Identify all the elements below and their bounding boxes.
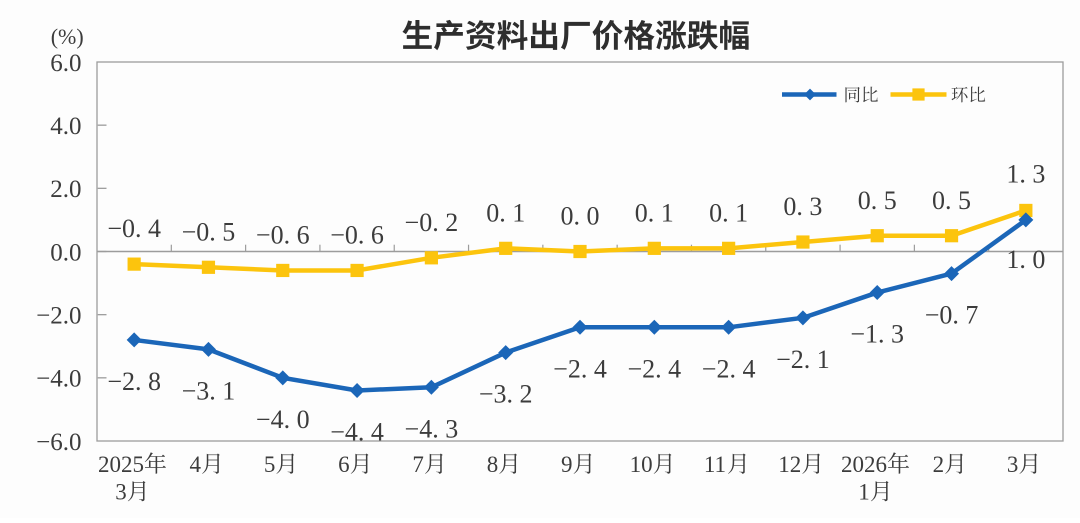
svg-text:−1. 3: −1. 3 <box>850 320 904 349</box>
svg-text:0.0: 0.0 <box>50 239 81 266</box>
svg-text:−2. 4: −2. 4 <box>702 354 756 383</box>
svg-text:−0. 6: −0. 6 <box>256 221 310 250</box>
svg-text:0. 3: 0. 3 <box>783 192 822 221</box>
svg-text:0. 5: 0. 5 <box>932 186 971 215</box>
svg-text:1. 0: 1. 0 <box>1006 245 1045 274</box>
svg-text:−0. 7: −0. 7 <box>925 301 979 330</box>
svg-text:−4.0: −4.0 <box>36 366 81 393</box>
svg-text:4: 4 <box>190 452 202 477</box>
svg-text:12: 12 <box>778 452 801 477</box>
svg-text:4.0: 4.0 <box>50 113 81 140</box>
svg-text:−0. 6: −0. 6 <box>330 221 384 250</box>
svg-text:2.0: 2.0 <box>50 176 81 203</box>
svg-text:10: 10 <box>630 452 653 477</box>
svg-text:11: 11 <box>704 452 726 477</box>
svg-text:8: 8 <box>487 452 499 477</box>
svg-text:−2.0: −2.0 <box>36 302 81 329</box>
svg-text:−0. 4: −0. 4 <box>107 214 161 243</box>
svg-text:0. 1: 0. 1 <box>709 198 748 227</box>
svg-text:0. 0: 0. 0 <box>561 202 600 231</box>
svg-text:−4. 3: −4. 3 <box>405 414 459 443</box>
svg-text:−2. 4: −2. 4 <box>627 354 681 383</box>
svg-text:−0. 5: −0. 5 <box>182 217 236 246</box>
svg-text:2: 2 <box>933 452 945 477</box>
svg-text:−4. 0: −4. 0 <box>256 405 310 434</box>
svg-text:0. 1: 0. 1 <box>486 198 525 227</box>
svg-text:1. 3: 1. 3 <box>1006 160 1045 189</box>
svg-text:−2. 8: −2. 8 <box>107 367 161 396</box>
svg-text:−6.0: −6.0 <box>36 429 81 456</box>
svg-text:9: 9 <box>561 452 573 477</box>
svg-text:0. 1: 0. 1 <box>635 198 674 227</box>
svg-text:−2. 1: −2. 1 <box>776 345 830 374</box>
svg-text:2026: 2026 <box>841 452 887 477</box>
svg-text:6.0: 6.0 <box>50 50 81 77</box>
svg-text:−0. 2: −0. 2 <box>405 208 459 237</box>
svg-text:1: 1 <box>858 480 870 505</box>
svg-text:7: 7 <box>412 452 424 477</box>
svg-text:−3. 1: −3. 1 <box>182 377 236 406</box>
svg-text:(%): (%) <box>51 24 84 49</box>
svg-text:0. 5: 0. 5 <box>858 186 897 215</box>
svg-text:3: 3 <box>115 480 127 505</box>
svg-text:3: 3 <box>1007 452 1019 477</box>
svg-text:−3. 2: −3. 2 <box>479 380 533 409</box>
svg-text:6: 6 <box>338 452 350 477</box>
svg-text:−4. 4: −4. 4 <box>330 418 384 447</box>
svg-text:5: 5 <box>264 452 276 477</box>
svg-text:−2. 4: −2. 4 <box>553 354 607 383</box>
svg-text:2025: 2025 <box>98 452 144 477</box>
